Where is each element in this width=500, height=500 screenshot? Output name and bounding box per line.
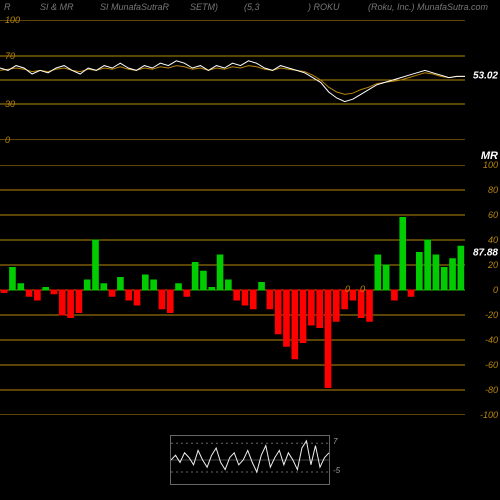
mr-ytick: 0 [493, 285, 498, 295]
mr-current-value: 87.88 [473, 247, 498, 258]
mr-ytick: 60 [488, 210, 498, 220]
rsi-ytick: 0 [5, 135, 10, 145]
mr-ytick: 100 [483, 160, 498, 170]
rsi-line-chart [0, 20, 465, 140]
mr-ytick: -60 [485, 360, 498, 370]
small-ytick: -5 [333, 466, 340, 475]
header-text: SI & MR [40, 2, 74, 12]
mr-ytick: 20 [488, 260, 498, 270]
mr-ytick: -20 [485, 310, 498, 320]
mr-zero-label: 0 [360, 284, 365, 294]
mr-bar-chart [0, 165, 465, 415]
rsi-current-value: 53.02 [473, 71, 498, 82]
header-text: SETM) [190, 2, 218, 12]
header-text: ) ROKU [308, 2, 340, 12]
mr-ytick: -100 [480, 410, 498, 420]
rsi-ytick: 70 [5, 51, 15, 61]
rsi-ytick: 100 [5, 15, 20, 25]
header-text: R [4, 2, 11, 12]
chart-header: R SI & MR SI MunafaSutraR SETM) (5,3 ) ROKU (R… [0, 2, 500, 16]
mr-ytick: 80 [488, 185, 498, 195]
small-line-chart [171, 436, 329, 484]
mr-ytick: -80 [485, 385, 498, 395]
rsi-panel [0, 20, 465, 140]
header-text: (Roku, Inc.) MunafaSutra.com [368, 2, 488, 12]
small-ytick: 7 [333, 437, 337, 446]
header-text: SI MunafaSutraR [100, 2, 169, 12]
header-text: (5,3 [244, 2, 260, 12]
mr-zero-label: 0 [345, 284, 350, 294]
mr-panel [0, 165, 465, 415]
rsi-ytick: 30 [5, 99, 15, 109]
mr-ytick: -40 [485, 335, 498, 345]
mr-ytick: 40 [488, 235, 498, 245]
small-panel [170, 435, 330, 485]
